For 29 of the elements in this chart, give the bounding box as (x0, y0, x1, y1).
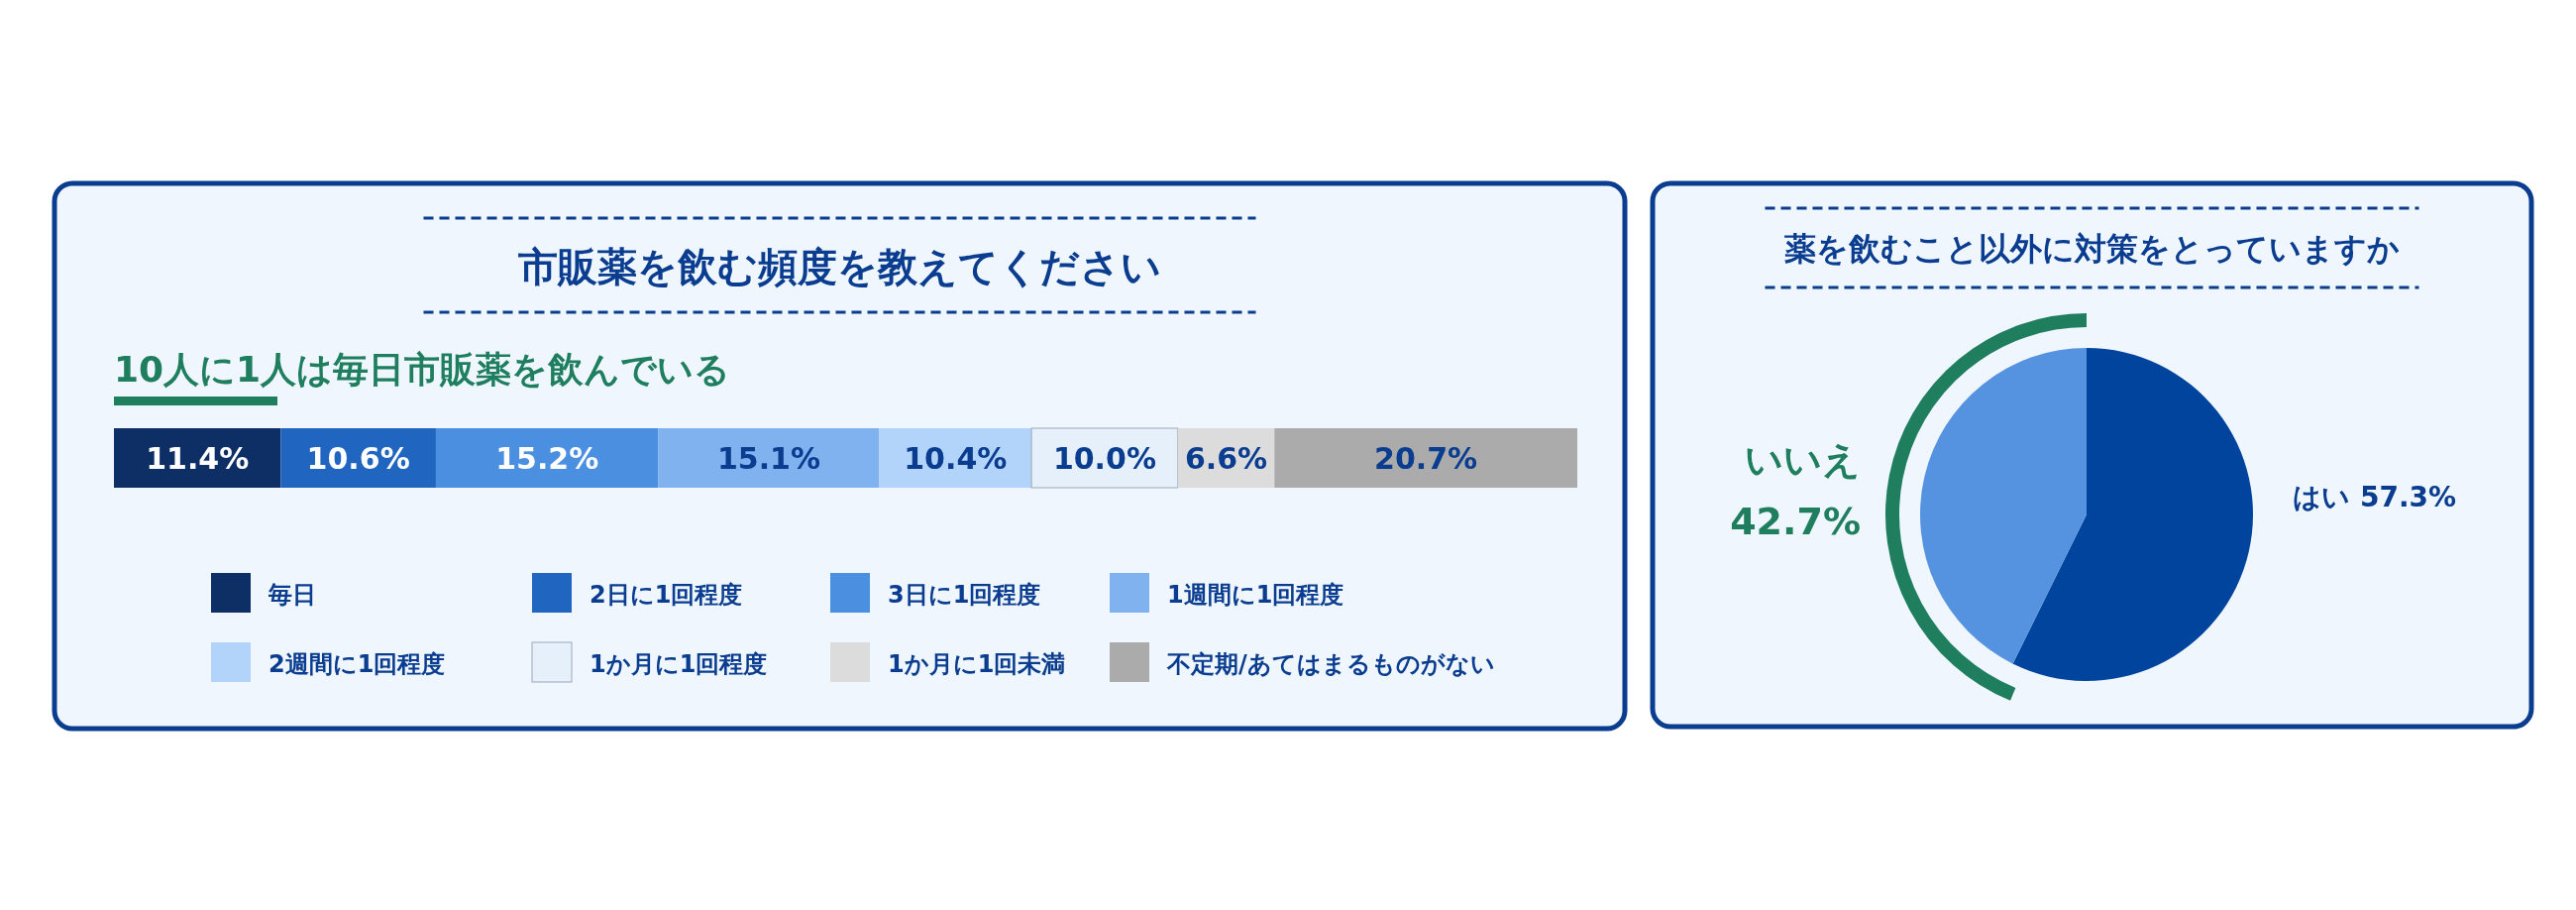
data-label: 10.0% (1052, 441, 1156, 476)
legend-label: 1か月に1回程度 (590, 650, 768, 678)
legend-label: 1週間に1回程度 (1167, 581, 1344, 609)
chart-title: 薬を飲むこと以外に対策をとっていますか (1784, 230, 2400, 268)
slice-label: はい (2293, 481, 2350, 513)
legend-label: 2週間に1回程度 (268, 650, 446, 678)
data-label: 57.3% (2360, 481, 2457, 513)
data-label: 6.6% (1184, 441, 1268, 476)
bar (435, 428, 659, 488)
data-label: 15.2% (495, 441, 599, 476)
chart-title: 市販薬を飲む頻度を教えてください (517, 244, 1161, 289)
data-label: 10.4% (904, 441, 1008, 476)
legend-label: 3日に1回程度 (888, 581, 1041, 609)
data-label: 15.1% (716, 441, 820, 476)
data-label: 11.4% (146, 441, 250, 476)
chart-subtitle: 10人に1人は毎日市販薬を飲んでいる (114, 349, 731, 390)
data-label: 42.7% (1730, 500, 1861, 543)
legend-label: 2日に1回程度 (590, 581, 743, 609)
slice-label: いいえ (1745, 438, 1861, 482)
bar (114, 428, 281, 488)
bar (1274, 428, 1577, 488)
legend-label: 1か月に1回未満 (888, 650, 1066, 678)
pie-slice (1920, 348, 2087, 664)
pie-slice (2012, 348, 2253, 681)
legend-label: 毎日 (268, 581, 316, 609)
data-label: 10.6% (306, 441, 410, 476)
data-label: 20.7% (1374, 441, 1478, 476)
bar (658, 428, 880, 488)
legend-label: 不定期/あてはまるものがない (1166, 650, 1495, 678)
